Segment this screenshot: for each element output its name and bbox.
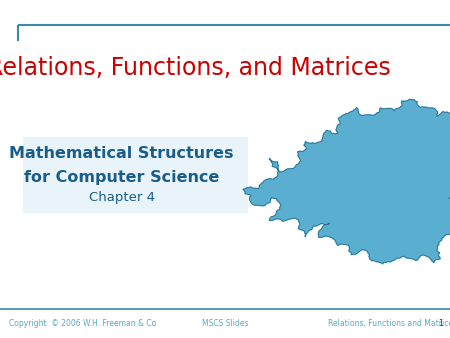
Text: 1: 1 [438, 319, 443, 328]
Text: Relations, Functions, and Matrices: Relations, Functions, and Matrices [0, 55, 391, 80]
Text: MSCS Slides: MSCS Slides [202, 319, 248, 328]
Text: Copyright  © 2006 W.H. Freeman & Co: Copyright © 2006 W.H. Freeman & Co [9, 319, 156, 328]
Bar [22, 137, 248, 213]
Text: Mathematical Structures: Mathematical Structures [9, 146, 234, 161]
Text: for Computer Science: for Computer Science [24, 170, 219, 185]
Polygon shape [243, 99, 450, 264]
Text: Relations, Functions and Matrices: Relations, Functions and Matrices [328, 319, 450, 328]
Text: Chapter 4: Chapter 4 [89, 191, 154, 204]
